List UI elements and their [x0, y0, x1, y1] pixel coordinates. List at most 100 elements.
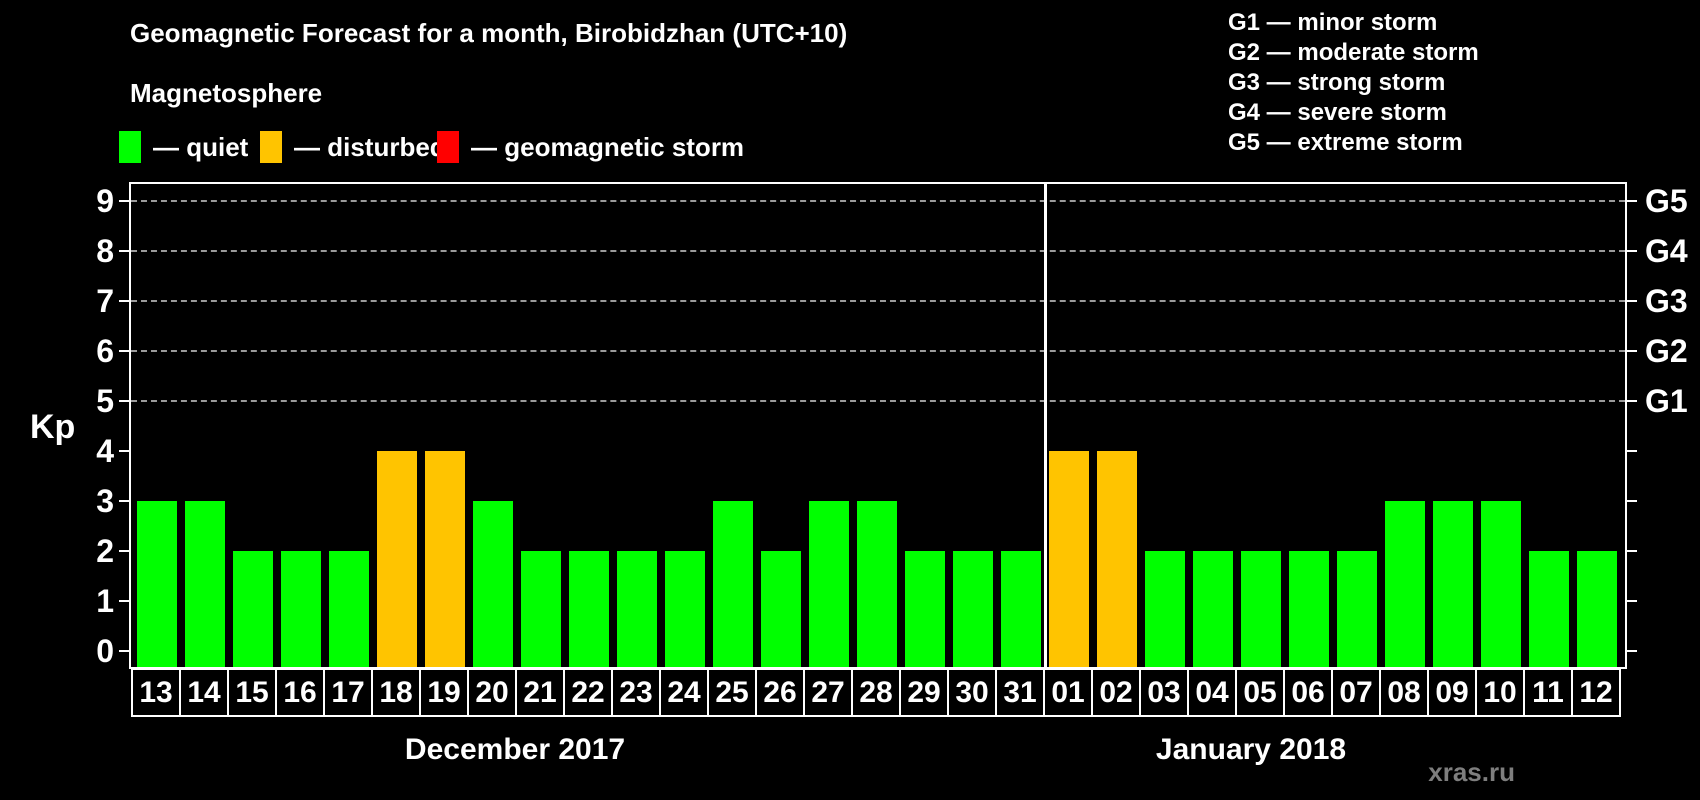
- y-tick-label-2: 2: [96, 533, 114, 569]
- y-tick-label-7: 7: [96, 283, 114, 319]
- plot-area: [129, 182, 1627, 669]
- y-tick-label-0: 0: [96, 633, 114, 669]
- day-label-20: 20: [467, 668, 517, 717]
- day-label-09: 09: [1427, 668, 1477, 717]
- day-label-21: 21: [515, 668, 565, 717]
- legend-item-quiet: — quiet: [119, 131, 248, 163]
- y-tick-label-1: 1: [96, 583, 114, 619]
- gridline-kp8: [131, 250, 1625, 252]
- day-label-05: 05: [1235, 668, 1285, 717]
- y-tick-label-9: 9: [96, 183, 114, 219]
- g-level-label-G1: G1: [1645, 383, 1688, 419]
- kp-bar-14: [185, 501, 225, 667]
- day-label-03: 03: [1139, 668, 1189, 717]
- kp-bar-25: [713, 501, 753, 667]
- kp-bar-01: [1049, 451, 1089, 667]
- left-tick-8: [119, 250, 131, 252]
- y-axis-title: Kp: [30, 408, 76, 446]
- left-tick-1: [119, 600, 131, 602]
- month-label-1: December 2017: [404, 733, 626, 766]
- month-label-2: January 2018: [1155, 733, 1347, 766]
- kp-bar-31: [1001, 551, 1041, 667]
- left-tick-4: [119, 450, 131, 452]
- y-tick-label-6: 6: [96, 333, 114, 369]
- quiet-swatch: [119, 131, 141, 163]
- kp-bar-28: [857, 501, 897, 667]
- left-tick-0: [119, 650, 131, 652]
- page-title: Geomagnetic Forecast for a month, Birobi…: [130, 18, 848, 48]
- kp-bar-09: [1433, 501, 1473, 667]
- day-label-16: 16: [275, 668, 325, 717]
- day-label-24: 24: [659, 668, 709, 717]
- g-scale-legend: G1 — minor storm G2 — moderate storm G3 — …: [1228, 8, 1479, 158]
- kp-bar-06: [1289, 551, 1329, 667]
- g-level-label-G2: G2: [1645, 333, 1688, 369]
- g-legend-line-4: G4 — severe storm: [1228, 99, 1447, 126]
- kp-bar-22: [569, 551, 609, 667]
- kp-bar-03: [1145, 551, 1185, 667]
- kp-bar-11: [1529, 551, 1569, 667]
- kp-bar-08: [1385, 501, 1425, 667]
- kp-bar-10: [1481, 501, 1521, 667]
- g-legend-line-5: G5 — extreme storm: [1228, 129, 1463, 156]
- day-label-01: 01: [1043, 668, 1093, 717]
- g-legend-line-1: G1 — minor storm: [1228, 9, 1438, 36]
- kp-bar-15: [233, 551, 273, 667]
- day-label-25: 25: [707, 668, 757, 717]
- day-label-13: 13: [131, 668, 181, 717]
- y-tick-label-5: 5: [96, 383, 114, 419]
- day-label-30: 30: [947, 668, 997, 717]
- legend-label-disturbed: — disturbed: [294, 131, 446, 162]
- kp-bar-16: [281, 551, 321, 667]
- kp-bar-02: [1097, 451, 1137, 667]
- right-tick-1: [1625, 600, 1637, 602]
- legend-item-disturbed: — disturbed: [260, 131, 446, 163]
- kp-bar-23: [617, 551, 657, 667]
- left-tick-9: [119, 200, 131, 202]
- right-tick-8: [1625, 250, 1637, 252]
- left-tick-5: [119, 400, 131, 402]
- kp-bar-17: [329, 551, 369, 667]
- gridline-kp6: [131, 350, 1625, 352]
- legend-label-storm: — geomagnetic storm: [471, 131, 745, 162]
- kp-bar-18: [377, 451, 417, 667]
- day-label-29: 29: [899, 668, 949, 717]
- day-label-12: 12: [1571, 668, 1621, 717]
- g-legend-line-2: G2 — moderate storm: [1228, 39, 1479, 66]
- kp-bar-27: [809, 501, 849, 667]
- right-tick-7: [1625, 300, 1637, 302]
- day-label-18: 18: [371, 668, 421, 717]
- disturbed-swatch: [260, 131, 282, 163]
- g-level-label-G4: G4: [1645, 233, 1688, 269]
- kp-bar-29: [905, 551, 945, 667]
- day-label-15: 15: [227, 668, 277, 717]
- day-label-28: 28: [851, 668, 901, 717]
- y-tick-label-3: 3: [96, 483, 114, 519]
- g-legend-line-3: G3 — strong storm: [1228, 69, 1446, 96]
- left-tick-7: [119, 300, 131, 302]
- kp-bar-13: [137, 501, 177, 667]
- g-level-label-G3: G3: [1645, 283, 1688, 319]
- day-label-19: 19: [419, 668, 469, 717]
- kp-bar-26: [761, 551, 801, 667]
- y-tick-label-8: 8: [96, 233, 114, 269]
- right-tick-3: [1625, 500, 1637, 502]
- day-label-08: 08: [1379, 668, 1429, 717]
- day-label-11: 11: [1523, 668, 1573, 717]
- day-label-06: 06: [1283, 668, 1333, 717]
- day-label-31: 31: [995, 668, 1045, 717]
- kp-bar-07: [1337, 551, 1377, 667]
- month-separator: [1044, 184, 1047, 667]
- gridline-kp5: [131, 400, 1625, 402]
- watermark: xras.ru: [1428, 757, 1515, 787]
- gridline-kp7: [131, 300, 1625, 302]
- right-tick-0: [1625, 650, 1637, 652]
- day-label-10: 10: [1475, 668, 1525, 717]
- g-level-label-G5: G5: [1645, 183, 1688, 219]
- day-label-27: 27: [803, 668, 853, 717]
- kp-bar-12: [1577, 551, 1617, 667]
- day-label-07: 07: [1331, 668, 1381, 717]
- day-label-26: 26: [755, 668, 805, 717]
- right-tick-6: [1625, 350, 1637, 352]
